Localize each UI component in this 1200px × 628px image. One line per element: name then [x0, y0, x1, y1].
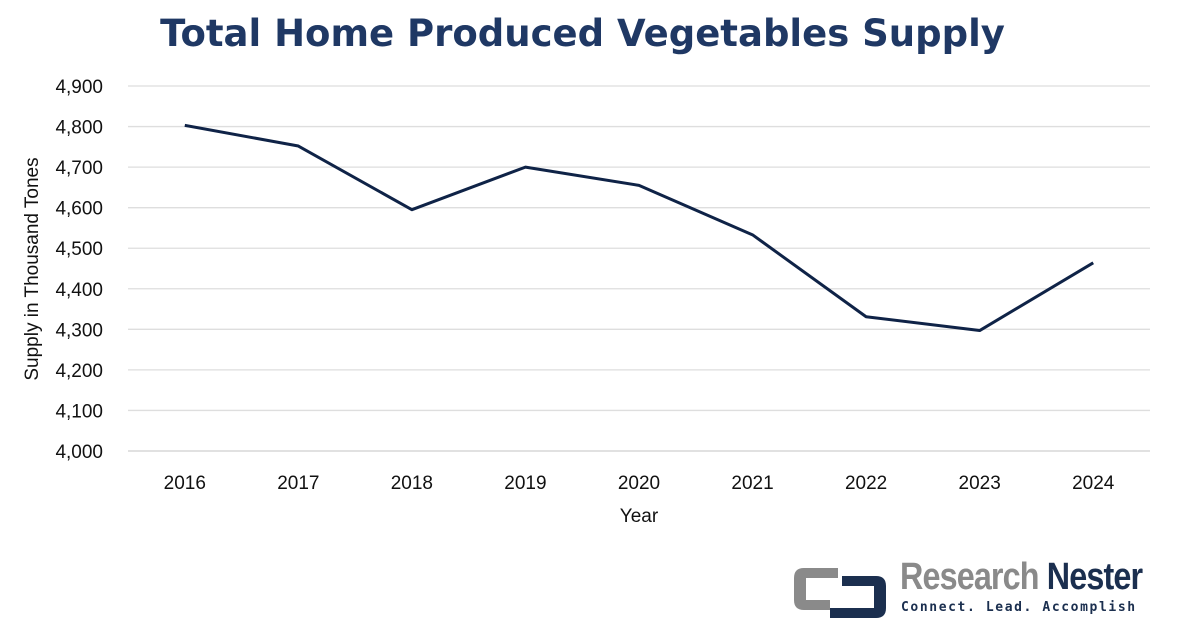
x-tick-label: 2017	[277, 473, 319, 494]
x-tick-label: 2018	[391, 473, 433, 494]
y-tick-label: 4,800	[55, 118, 103, 139]
y-tick-label: 4,700	[55, 158, 103, 179]
x-tick-label: 2019	[504, 473, 546, 494]
logo-mark-icon	[794, 568, 886, 618]
logo-tagline: Connect. Lead. Accomplish	[901, 600, 1137, 615]
y-tick-label: 4,000	[55, 442, 103, 463]
logo-name: Research Nester	[900, 556, 1143, 598]
x-tick-label: 2022	[845, 473, 887, 494]
x-tick-label: 2023	[959, 473, 1001, 494]
y-tick-label: 4,900	[55, 77, 103, 98]
y-axis-label: Supply in Thousand Tones	[22, 157, 43, 380]
x-axis-label: Year	[620, 506, 659, 527]
chart-title: Total Home Produced Vegetables Supply	[160, 12, 1005, 55]
series-line	[184, 123, 1094, 333]
x-tick-label: 2021	[731, 473, 773, 494]
y-tick-label: 4,200	[55, 361, 103, 382]
y-tick-label: 4,600	[55, 199, 103, 220]
x-tick-label: 2016	[164, 473, 206, 494]
x-tick-label: 2020	[618, 473, 660, 494]
research-nester-logo: Research Nester Connect. Lead. Accomplis…	[790, 556, 1190, 622]
x-tick-label: 2024	[1072, 473, 1115, 494]
y-tick-label: 4,100	[55, 401, 103, 422]
y-tick-label: 4,300	[55, 320, 103, 341]
y-tick-label: 4,500	[55, 239, 103, 260]
y-tick-label: 4,400	[55, 280, 103, 301]
line-chart: 4,000 4,100 4,200 4,300 4,400 4,500 4,600 4,700…	[22, 77, 1150, 527]
